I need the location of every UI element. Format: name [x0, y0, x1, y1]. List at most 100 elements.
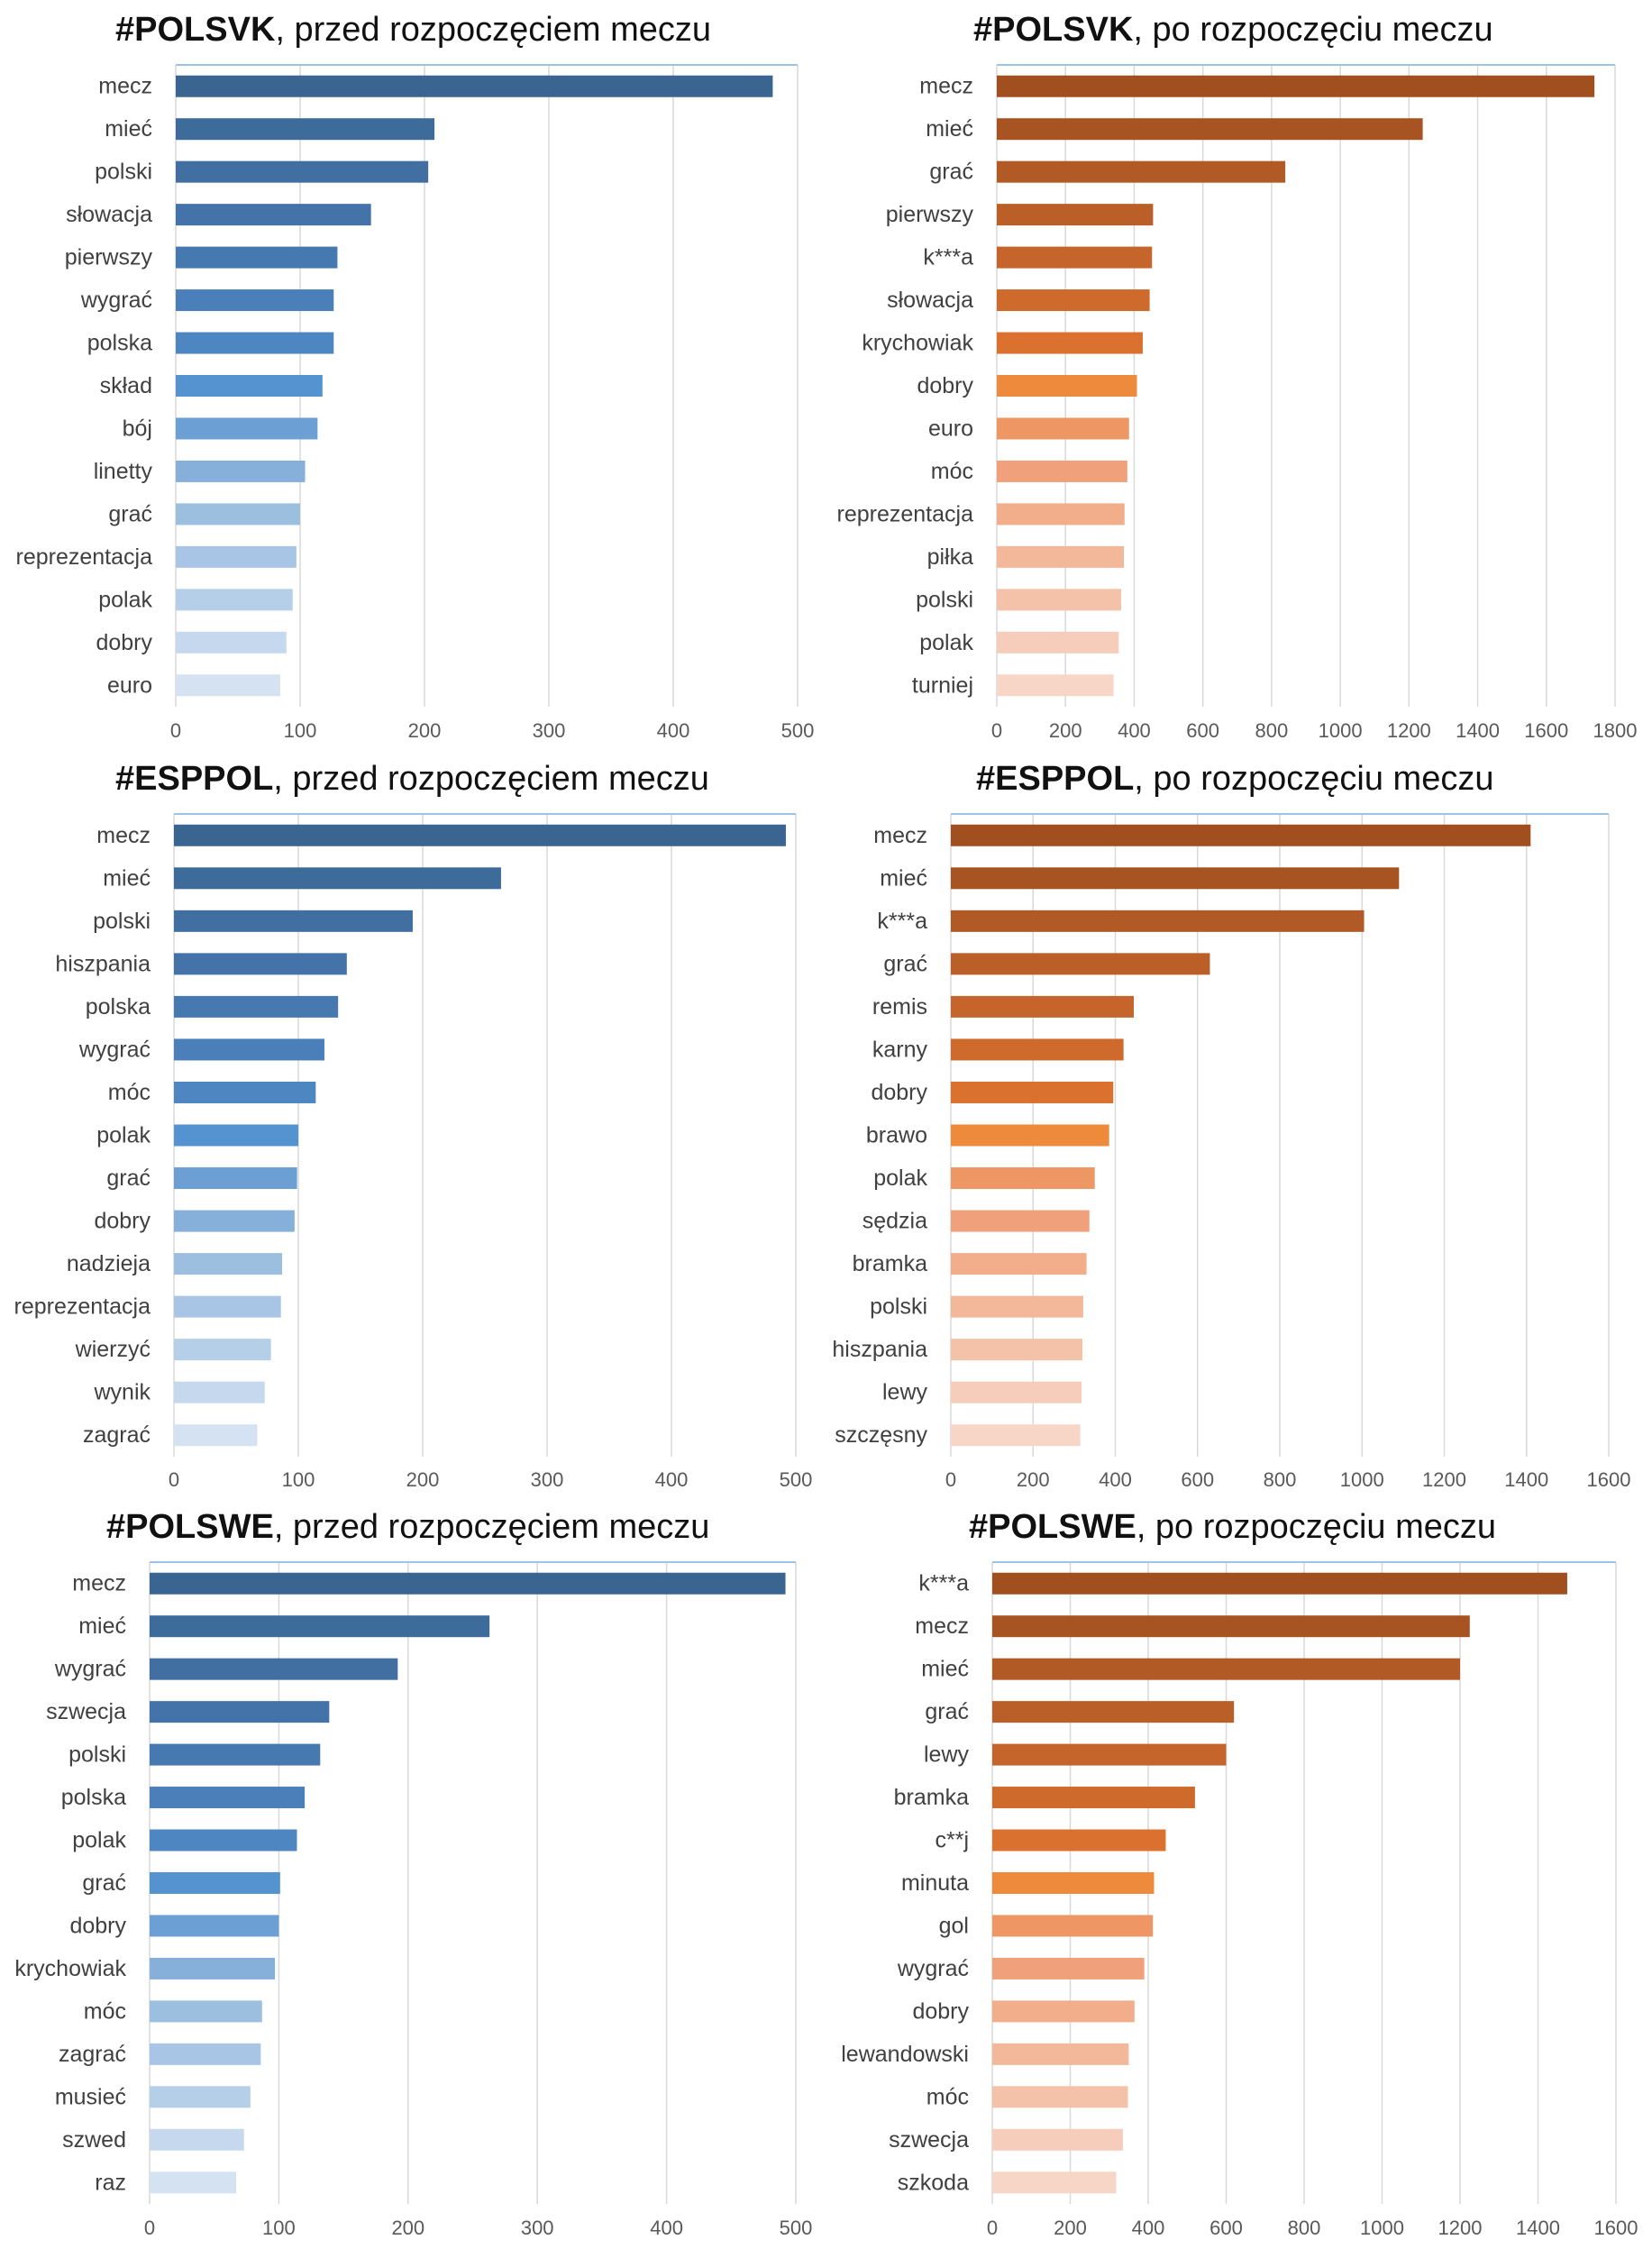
category-label: reprezentacja [14, 1294, 151, 1320]
tick-label: 400 [655, 1468, 689, 1491]
tick-label: 800 [1255, 719, 1289, 742]
tick-label: 400 [1099, 1468, 1132, 1491]
category-label: reprezentacja [837, 501, 974, 526]
tick-label: 1000 [1360, 2217, 1404, 2239]
bar-pierwszy [176, 246, 338, 269]
category-label: polska [87, 331, 152, 356]
bar-lewy [951, 1381, 1082, 1403]
category-label: polski [916, 587, 973, 612]
bar-mecz [997, 75, 1595, 97]
category-label: euro [107, 672, 152, 698]
tick-label: 1400 [1456, 719, 1500, 742]
bar-bramka [951, 1253, 1087, 1275]
tick-label: 600 [1186, 719, 1219, 742]
category-label: polska [61, 1785, 126, 1810]
chart-title: #POLSVK, przed rozpoczęciem meczu [115, 11, 711, 49]
category-label: dobry [912, 1998, 969, 2024]
category-label: polak [96, 1123, 151, 1148]
tick-label: 1400 [1504, 1468, 1548, 1491]
category-label: k***a [923, 245, 973, 270]
tick-label: 400 [1132, 2217, 1165, 2239]
category-label: bramka [894, 1785, 969, 1810]
bar-raz [150, 2171, 237, 2194]
category-label: wygrać [78, 1037, 151, 1062]
bar-k***a [997, 246, 1153, 269]
bar-słowacja [176, 204, 371, 226]
bar-mieć [951, 867, 1400, 890]
bar-mieć [150, 1615, 490, 1638]
category-label: szwed [62, 2127, 126, 2153]
category-label: pierwszy [65, 245, 153, 270]
bar-polski [150, 1743, 321, 1766]
bar-mieć [997, 118, 1423, 141]
tick-label: 200 [1049, 719, 1082, 742]
chart-title-subtitle: , po rozpoczęciu meczu [1133, 11, 1492, 49]
category-label: lewy [882, 1380, 928, 1405]
category-label: mecz [98, 74, 152, 99]
category-label: polak [98, 587, 152, 612]
tick-label: 200 [391, 2217, 424, 2239]
category-label: zagrać [83, 1422, 151, 1448]
category-label: pierwszy [886, 202, 974, 227]
tick-label: 300 [521, 2217, 554, 2239]
tick-label: 0 [945, 1468, 956, 1491]
bar-mieć [174, 867, 501, 890]
bar-sędzia [951, 1210, 1090, 1232]
category-label: móc [84, 1998, 126, 2024]
category-label: krychowiak [862, 331, 973, 356]
tick-label: 600 [1209, 2217, 1243, 2239]
category-label: bój [123, 416, 152, 441]
bar-polska [176, 332, 334, 354]
bar-k***a [951, 910, 1364, 932]
category-label: szkoda [898, 2170, 969, 2195]
tick-label: 500 [781, 719, 815, 742]
category-label: mecz [72, 1571, 126, 1596]
bar-szczęsny [951, 1424, 1081, 1447]
category-label: mecz [919, 74, 973, 99]
tick-label: 200 [406, 1468, 440, 1491]
bar-polski [176, 160, 429, 183]
category-label: polski [93, 909, 151, 934]
category-label: mieć [103, 865, 151, 891]
chart-6: #POLSWE, po rozpoczęciu meczuk***ameczmi… [841, 1508, 1638, 2239]
tick-label: 200 [408, 719, 442, 742]
category-label: wynik [93, 1380, 151, 1405]
category-label: móc [926, 2084, 969, 2109]
chart-title-hashtag: #POLSVK [973, 11, 1134, 49]
bar-gol [992, 1915, 1154, 1937]
category-label: dobry [917, 373, 973, 398]
tick-label: 100 [262, 2217, 296, 2239]
tick-label: 500 [780, 2217, 813, 2239]
category-label: grać [106, 1166, 151, 1191]
bar-reprezentacja [997, 503, 1125, 526]
category-label: skład [100, 373, 152, 398]
bar-dobry [176, 631, 287, 654]
category-label: dobry [94, 1209, 151, 1234]
bar-mecz [174, 824, 786, 846]
category-label: musieć [55, 2084, 126, 2109]
category-label: szwecja [46, 1699, 126, 1724]
tick-label: 1000 [1319, 719, 1363, 742]
tick-label: 1600 [1594, 2217, 1638, 2239]
bar-mieć [176, 118, 435, 141]
category-label: linetty [94, 459, 153, 484]
chart-3: #ESPPOL, przed rozpoczęciem meczu mecz mie… [14, 760, 813, 1491]
category-label: szczęsny [835, 1422, 927, 1448]
bar-lewandowski [992, 2043, 1129, 2065]
tick-label: 1800 [1593, 719, 1638, 742]
category-label: polski [68, 1742, 126, 1768]
tick-label: 800 [1264, 1468, 1297, 1491]
bar-krychowiak [997, 332, 1143, 354]
category-label: raz [95, 2170, 126, 2195]
category-label: lewy [924, 1742, 970, 1768]
chart-title-subtitle: , po rozpoczęciu meczu [1134, 760, 1493, 798]
tick-label: 100 [284, 719, 317, 742]
category-label: polski [870, 1294, 927, 1320]
tick-label: 0 [987, 2217, 998, 2239]
category-label: gol [939, 1913, 969, 1938]
category-label: polska [86, 994, 151, 1019]
bar-wierzyć [174, 1339, 271, 1361]
category-label: dobry [69, 1913, 126, 1938]
bar-móc [992, 2086, 1128, 2108]
bar-grać [951, 953, 1210, 975]
